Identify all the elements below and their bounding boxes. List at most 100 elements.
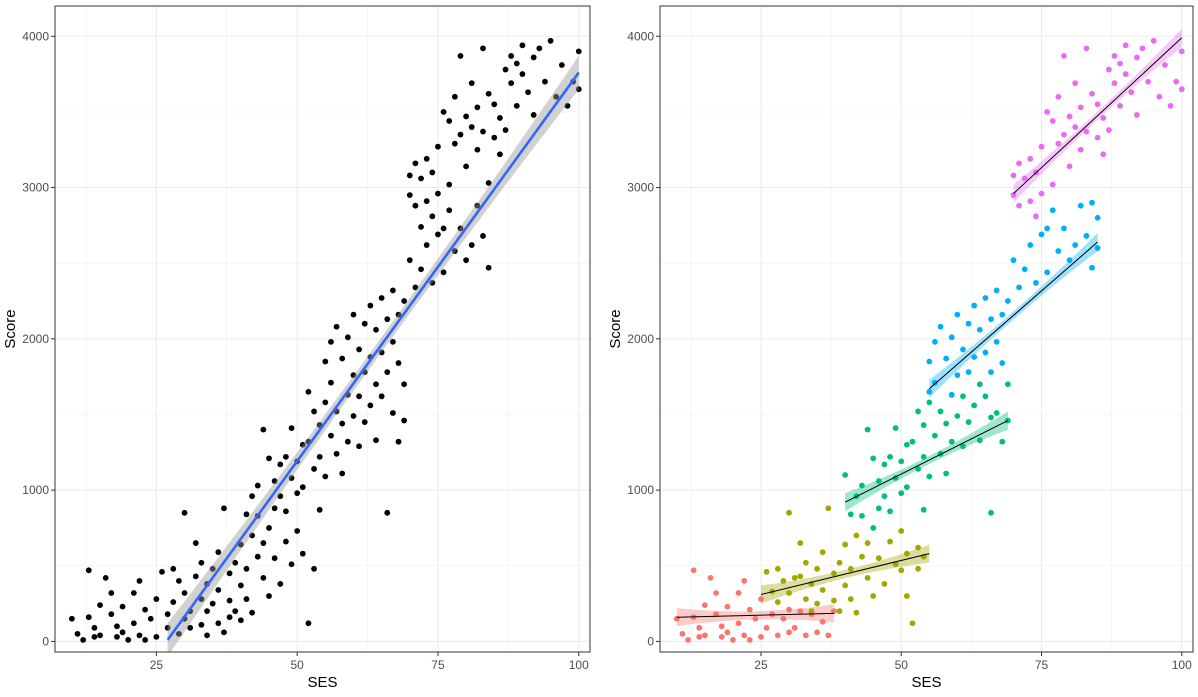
data-point	[282, 508, 289, 515]
data-point	[971, 302, 978, 309]
data-point	[130, 620, 137, 627]
data-point	[926, 399, 933, 406]
data-point	[344, 334, 351, 341]
data-point	[713, 611, 720, 618]
data-point	[926, 388, 933, 395]
y-tick-label: 2000	[22, 332, 49, 346]
data-point	[1010, 257, 1017, 264]
y-tick-label: 4000	[627, 29, 654, 43]
data-point	[763, 568, 770, 575]
data-point	[446, 207, 453, 214]
data-point	[741, 577, 748, 584]
data-point	[1016, 284, 1022, 291]
data-point	[1117, 102, 1123, 109]
data-point	[696, 633, 703, 640]
data-point	[97, 602, 103, 609]
data-point	[1038, 143, 1045, 150]
data-point	[384, 316, 391, 323]
data-point	[1066, 257, 1073, 264]
data-point	[384, 369, 391, 376]
data-point	[266, 593, 272, 599]
data-point	[903, 484, 910, 490]
data-point	[333, 450, 340, 457]
data-point	[142, 636, 149, 643]
x-tick-label: 50	[290, 658, 304, 672]
data-point	[181, 590, 188, 596]
y-axis-title: Score	[2, 309, 19, 348]
data-point	[412, 284, 419, 291]
data-point	[373, 437, 379, 444]
data-point	[108, 611, 115, 618]
data-point	[457, 53, 464, 59]
data-point	[859, 482, 865, 489]
data-point	[114, 633, 120, 640]
data-point	[226, 614, 233, 621]
data-point	[1066, 113, 1073, 120]
data-point	[1083, 45, 1090, 52]
data-point	[322, 399, 329, 406]
data-point	[971, 354, 978, 360]
data-point	[406, 172, 413, 179]
data-point	[142, 606, 149, 613]
data-point	[575, 48, 582, 55]
data-point	[80, 636, 87, 643]
data-point	[1044, 109, 1051, 115]
data-point	[215, 620, 222, 627]
data-point	[718, 623, 725, 630]
data-point	[508, 53, 515, 59]
data-point	[496, 151, 503, 158]
confidence-band	[167, 55, 579, 652]
data-point	[965, 320, 972, 327]
group-fit-line	[676, 612, 834, 618]
data-point	[1066, 163, 1073, 170]
group-fit-line	[760, 553, 930, 595]
data-point	[271, 505, 278, 512]
x-tick-label: 100	[1172, 658, 1192, 672]
data-point	[271, 478, 278, 484]
data-point	[254, 482, 261, 489]
data-point	[102, 574, 109, 581]
data-point	[937, 408, 944, 415]
data-point	[221, 629, 227, 636]
data-point	[954, 311, 961, 318]
data-point	[164, 611, 171, 618]
data-point	[389, 410, 396, 416]
data-point	[249, 532, 256, 539]
y-axis-title: Score	[607, 309, 624, 348]
data-point	[836, 559, 843, 566]
data-point	[525, 89, 531, 96]
data-point	[988, 316, 994, 323]
data-point	[1167, 102, 1174, 109]
data-point	[774, 565, 781, 572]
data-point	[982, 393, 989, 400]
data-point	[892, 425, 899, 431]
data-point	[226, 570, 233, 577]
data-point	[937, 323, 944, 330]
data-point	[316, 506, 323, 513]
data-point	[948, 391, 955, 398]
data-point	[1083, 128, 1090, 135]
data-point	[153, 633, 160, 640]
data-point	[305, 388, 312, 395]
data-point	[988, 509, 994, 516]
data-point	[277, 493, 284, 500]
data-point	[786, 629, 792, 636]
panel-border	[659, 5, 1194, 653]
data-point	[440, 109, 447, 115]
data-point	[423, 242, 430, 248]
data-point	[1055, 248, 1062, 254]
data-point	[412, 160, 419, 167]
data-point	[875, 478, 882, 484]
data-point	[175, 630, 182, 637]
data-point	[288, 561, 295, 568]
data-point	[356, 346, 363, 353]
data-point	[361, 419, 368, 425]
data-point	[243, 565, 250, 572]
data-point	[814, 629, 820, 636]
data-point	[903, 441, 910, 448]
data-point	[215, 587, 222, 593]
data-point	[429, 213, 436, 220]
data-point	[870, 525, 877, 531]
